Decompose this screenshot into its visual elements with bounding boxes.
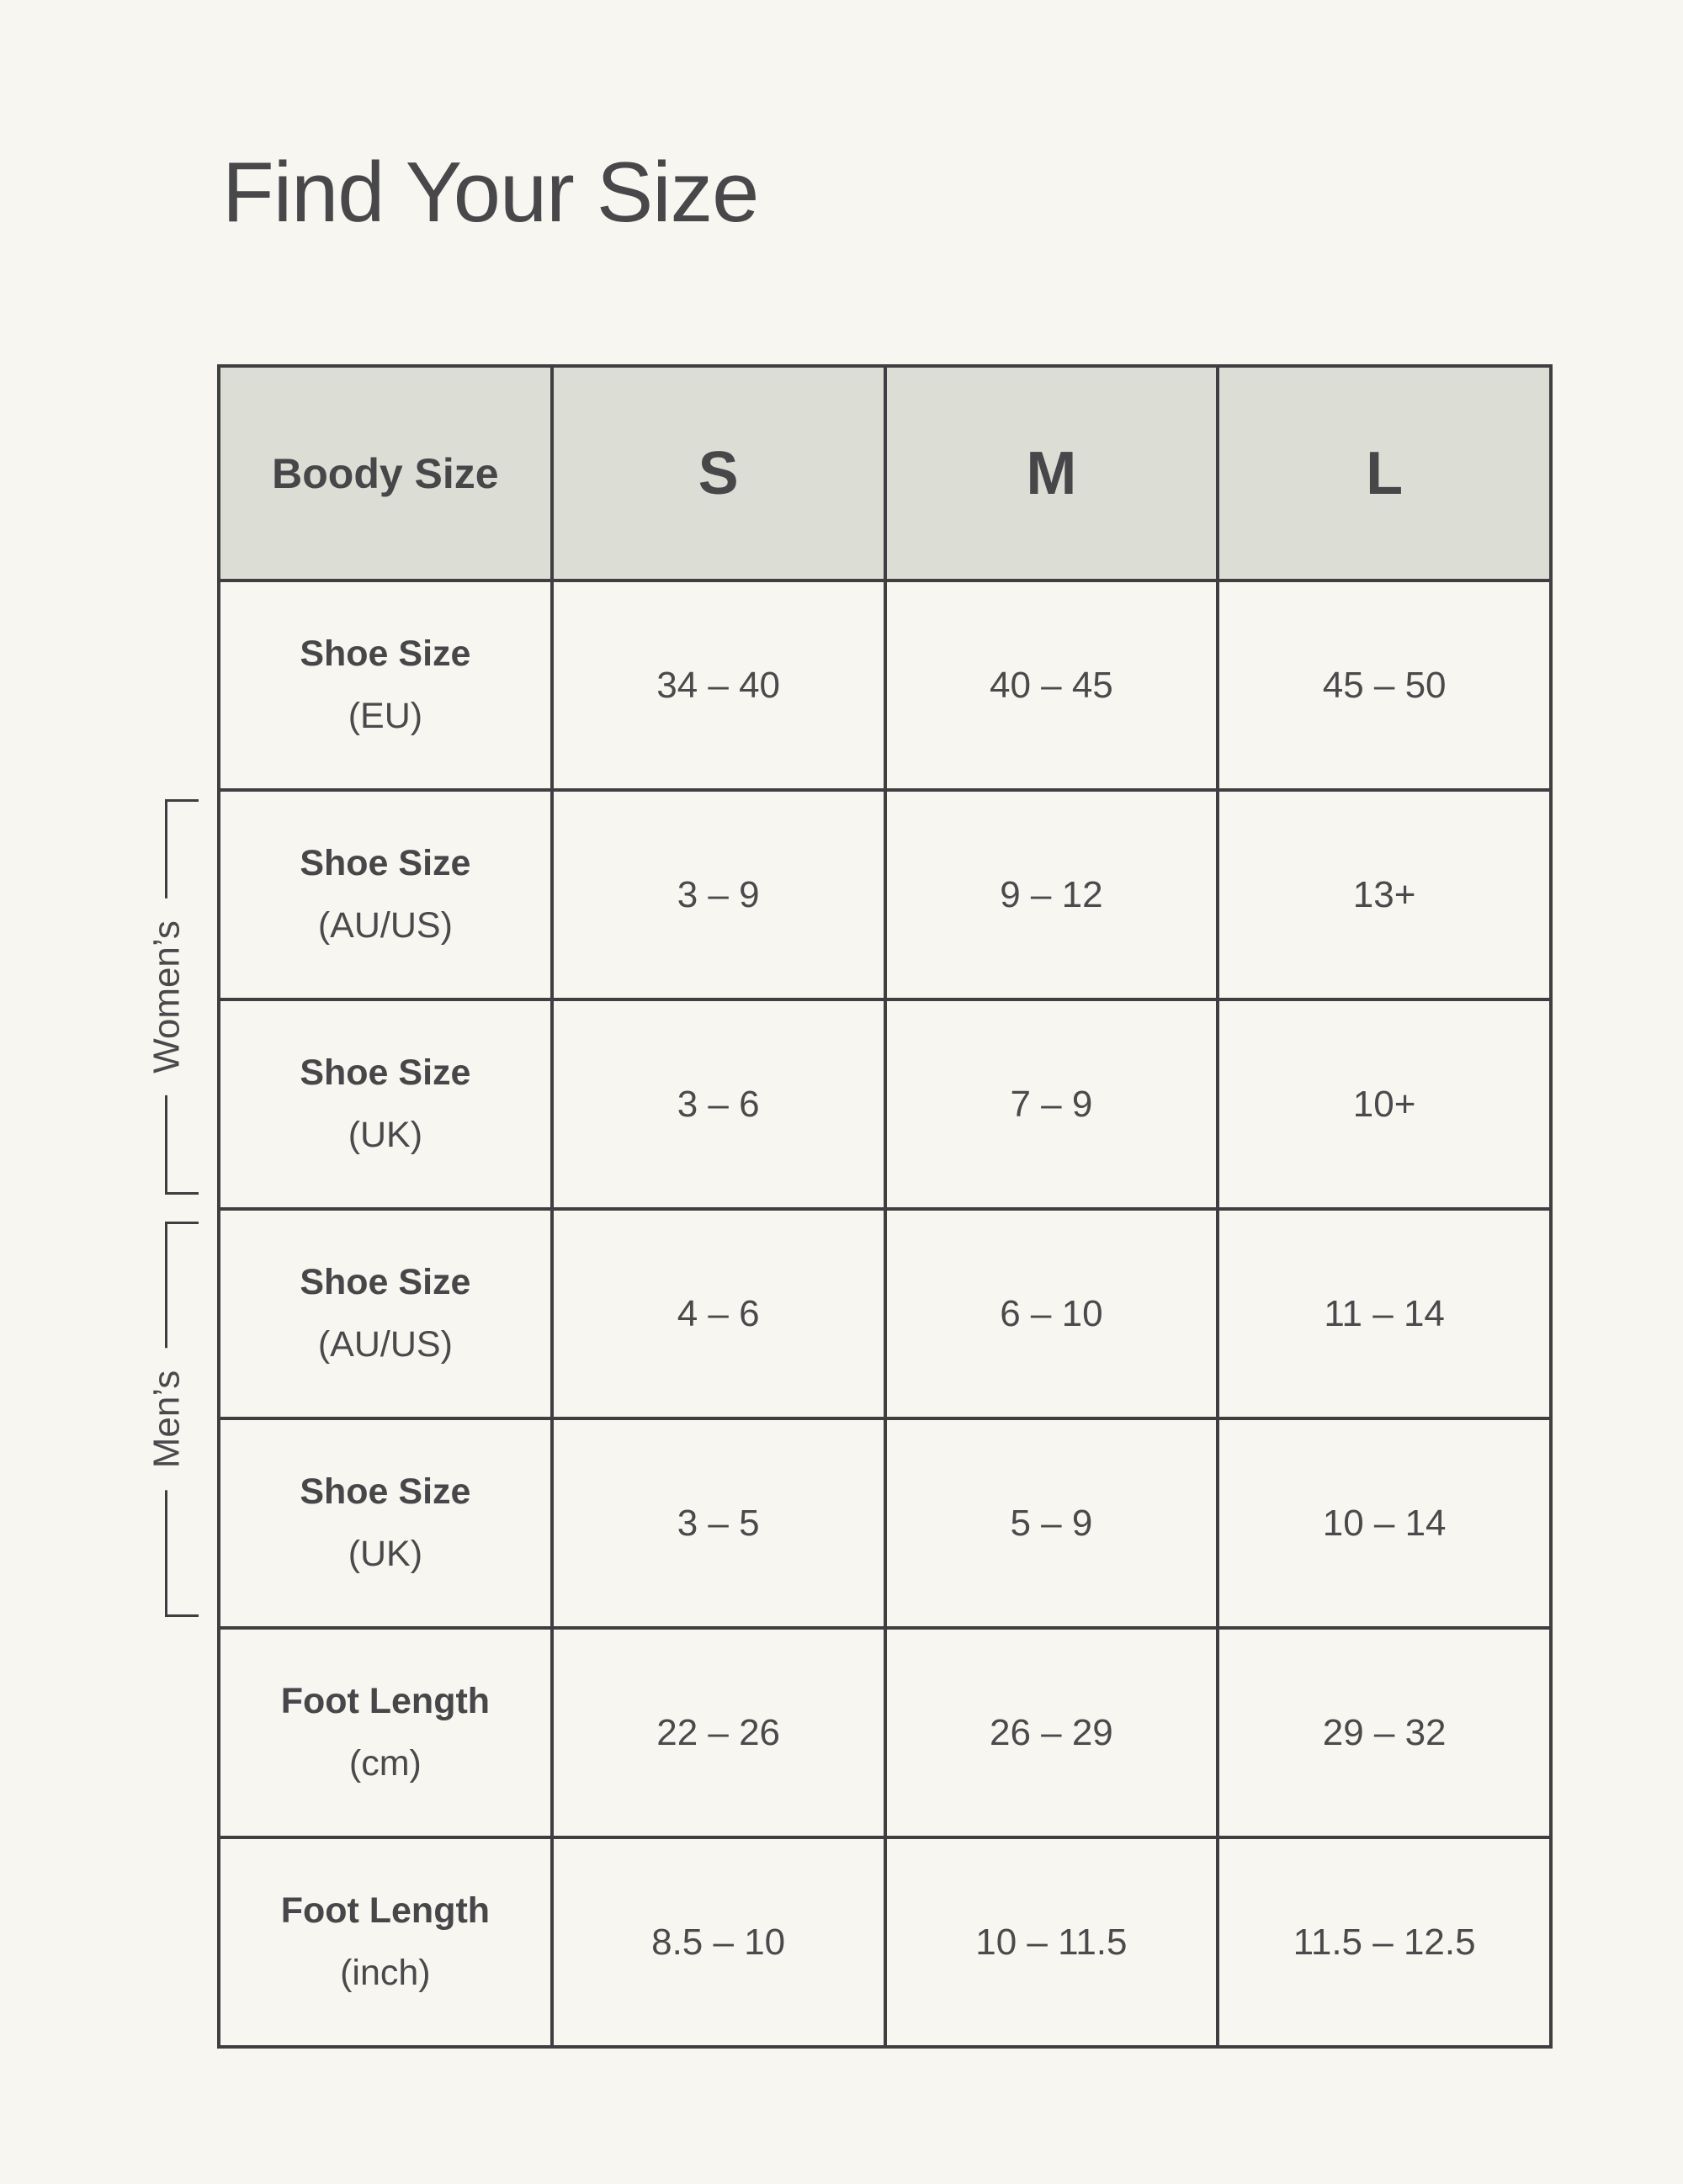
row-label: Foot Length (cm) bbox=[217, 1626, 554, 1839]
womens-group-bracket: Women’s bbox=[146, 799, 199, 1195]
table-header-row: Boody Size S M L bbox=[217, 364, 1553, 582]
cell-value: 6 – 10 bbox=[883, 1207, 1220, 1420]
cell-value: 22 – 26 bbox=[549, 1626, 887, 1839]
cell-value: 7 – 9 bbox=[883, 998, 1220, 1211]
cell-value: 10 – 14 bbox=[1216, 1417, 1553, 1630]
row-label-unit: (cm) bbox=[348, 1742, 422, 1784]
row-label-name: Foot Length bbox=[280, 1890, 491, 1931]
row-label-unit: (AU/US) bbox=[317, 1323, 453, 1365]
cell-value: 29 – 32 bbox=[1216, 1626, 1553, 1839]
cell-value: 26 – 29 bbox=[883, 1626, 1220, 1839]
mens-group-label: Men’s bbox=[146, 1348, 189, 1491]
row-label-name: Shoe Size bbox=[300, 842, 471, 883]
row-label: Shoe Size (UK) bbox=[217, 1417, 554, 1630]
table-row-foot-length-cm: Foot Length (cm) 22 – 26 26 – 29 29 – 32 bbox=[217, 1626, 1553, 1839]
cell-value: 45 – 50 bbox=[1216, 579, 1553, 792]
row-label: Shoe Size (UK) bbox=[217, 998, 554, 1211]
cell-value: 3 – 9 bbox=[549, 788, 887, 1001]
cell-value: 34 – 40 bbox=[549, 579, 887, 792]
row-label: Shoe Size (AU/US) bbox=[217, 788, 554, 1001]
cell-value: 13+ bbox=[1216, 788, 1553, 1001]
cell-value: 40 – 45 bbox=[883, 579, 1220, 792]
mens-group-bracket: Men’s bbox=[146, 1222, 199, 1617]
row-label-name: Shoe Size bbox=[300, 1052, 471, 1093]
cell-value: 10 – 11.5 bbox=[883, 1836, 1220, 2049]
table-row-mens-shoe-size-auus: Shoe Size (AU/US) 4 – 6 6 – 10 11 – 14 bbox=[217, 1207, 1553, 1420]
table-row-shoe-size-eu: Shoe Size (EU) 34 – 40 40 – 45 45 – 50 bbox=[217, 579, 1553, 792]
cell-value: 11.5 – 12.5 bbox=[1216, 1836, 1553, 2049]
header-size-m: M bbox=[883, 364, 1220, 582]
row-label-name: Shoe Size bbox=[300, 1261, 471, 1302]
size-table: Boody Size S M L Shoe Size (EU) 34 – 40 … bbox=[217, 364, 1553, 2049]
table-row-womens-shoe-size-auus: Shoe Size (AU/US) 3 – 9 9 – 12 13+ bbox=[217, 788, 1553, 1001]
table-row-foot-length-inch: Foot Length (inch) 8.5 – 10 10 – 11.5 11… bbox=[217, 1836, 1553, 2049]
page-title: Find Your Size bbox=[222, 146, 759, 240]
row-label: Shoe Size (EU) bbox=[217, 579, 554, 792]
row-label-unit: (inch) bbox=[340, 1952, 431, 1993]
cell-value: 8.5 – 10 bbox=[549, 1836, 887, 2049]
row-label: Shoe Size (AU/US) bbox=[217, 1207, 554, 1420]
cell-value: 11 – 14 bbox=[1216, 1207, 1553, 1420]
cell-value: 3 – 6 bbox=[549, 998, 887, 1211]
row-label-unit: (AU/US) bbox=[317, 904, 453, 946]
header-size-l: L bbox=[1216, 364, 1553, 582]
cell-value: 4 – 6 bbox=[549, 1207, 887, 1420]
cell-value: 10+ bbox=[1216, 998, 1553, 1211]
row-label-unit: (UK) bbox=[348, 1114, 423, 1155]
womens-group-label: Women’s bbox=[146, 899, 189, 1095]
cell-value: 5 – 9 bbox=[883, 1417, 1220, 1630]
row-label-name: Shoe Size bbox=[300, 633, 471, 674]
header-size-s: S bbox=[549, 364, 887, 582]
cell-value: 9 – 12 bbox=[883, 788, 1220, 1001]
cell-value: 3 – 5 bbox=[549, 1417, 887, 1630]
row-label: Foot Length (inch) bbox=[217, 1836, 554, 2049]
header-boody-size: Boody Size bbox=[217, 364, 554, 582]
row-label-name: Foot Length bbox=[280, 1680, 491, 1721]
table-row-mens-shoe-size-uk: Shoe Size (UK) 3 – 5 5 – 9 10 – 14 bbox=[217, 1417, 1553, 1630]
table-row-womens-shoe-size-uk: Shoe Size (UK) 3 – 6 7 – 9 10+ bbox=[217, 998, 1553, 1211]
row-label-name: Shoe Size bbox=[300, 1471, 471, 1512]
row-label-unit: (UK) bbox=[348, 1533, 423, 1574]
row-label-unit: (EU) bbox=[348, 695, 423, 736]
